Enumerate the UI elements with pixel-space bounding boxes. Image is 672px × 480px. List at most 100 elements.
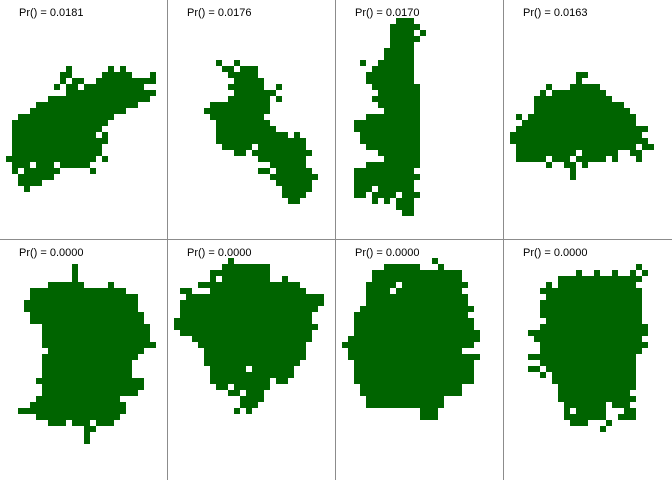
shape-cell	[234, 90, 276, 96]
shape-cell	[546, 84, 552, 90]
shape-cell	[354, 186, 372, 192]
shape-cell	[384, 48, 414, 54]
shape-cell	[528, 114, 636, 120]
shape-cell	[612, 402, 630, 408]
shape-cell	[576, 72, 588, 78]
shape-cell	[564, 402, 606, 408]
shape-cell	[360, 132, 420, 138]
pixel-shape	[510, 72, 654, 180]
shape-cell	[12, 168, 18, 174]
shape-cell	[204, 108, 270, 114]
shape-cell	[48, 420, 66, 426]
shape-cell	[366, 300, 468, 306]
shape-cell	[342, 342, 474, 348]
panel-3: Pr() = 0.0170	[336, 0, 504, 240]
panel-5: Pr() = 0.0000	[0, 240, 168, 480]
shape-cell	[210, 366, 246, 372]
shape-cell	[354, 126, 420, 132]
shape-cell	[390, 42, 414, 48]
shape-cell	[528, 366, 540, 372]
shape-cell	[624, 408, 636, 414]
shape-cell	[372, 192, 396, 198]
shape-cell	[366, 294, 468, 300]
shape-cell	[222, 264, 270, 270]
shape-cell	[384, 264, 420, 270]
shape-cell	[222, 276, 270, 282]
shape-cell	[390, 24, 420, 30]
shape-cell	[282, 186, 312, 192]
shape-cell	[18, 180, 42, 186]
shape-cell	[420, 414, 438, 420]
shape-cell	[432, 258, 438, 264]
shape-cell	[360, 306, 474, 312]
shape-cell	[516, 150, 576, 156]
shape-cell	[72, 420, 90, 426]
shape-cell	[12, 126, 102, 132]
shape-cell	[252, 150, 312, 156]
shape-cell	[354, 312, 468, 318]
shape-cell	[66, 84, 78, 90]
panel-label: Pr() = 0.0000	[523, 247, 588, 259]
shape-cell	[354, 360, 474, 366]
panel-8: Pr() = 0.0000	[504, 240, 672, 480]
shape-cell	[276, 96, 282, 102]
shape-cell	[378, 102, 420, 108]
shape-cell	[42, 372, 132, 378]
shape-cell	[24, 300, 138, 306]
shape-cell	[612, 156, 618, 162]
shape-cell	[228, 96, 270, 102]
shape-cell	[534, 96, 612, 102]
shape-cell	[390, 30, 414, 36]
shape-cell	[210, 372, 294, 378]
shape-cell	[282, 192, 306, 198]
shape-cell	[564, 408, 570, 414]
shape-cell	[240, 66, 258, 72]
panel-1: Pr() = 0.0181	[0, 0, 168, 240]
shape-cell	[558, 384, 636, 390]
shape-cell	[540, 312, 642, 318]
shape-cell	[534, 102, 624, 108]
shape-cell	[546, 282, 552, 288]
shape-cell	[384, 198, 390, 204]
shape-cell	[372, 96, 420, 102]
shape-cell	[234, 384, 270, 390]
shape-cell	[372, 198, 378, 204]
shape-cell	[372, 276, 462, 282]
shape-cell	[210, 270, 270, 276]
shape-cell	[30, 294, 138, 300]
shape-cell	[30, 402, 126, 408]
shape-cell	[180, 312, 312, 318]
shape-cell	[30, 288, 126, 294]
shape-cell	[42, 384, 144, 390]
shape-cell	[558, 282, 636, 288]
shape-cell	[348, 348, 462, 354]
shape-cell	[540, 342, 648, 348]
shape-cell	[192, 336, 312, 342]
shape-cell	[558, 276, 642, 282]
shape-cell	[36, 162, 54, 168]
shape-cell	[366, 402, 444, 408]
shape-cell	[528, 354, 636, 360]
shape-cell	[36, 396, 120, 402]
shape-cell	[234, 78, 264, 84]
shape-cell	[516, 126, 648, 132]
shape-cell	[540, 360, 636, 366]
shape-cell	[258, 168, 270, 174]
shape-cell	[558, 396, 636, 402]
shape-cell	[546, 318, 642, 324]
shape-cell	[204, 354, 306, 360]
shape-cell	[540, 90, 546, 96]
shape-cell	[540, 348, 642, 354]
shape-cell	[270, 162, 306, 168]
shape-cell	[12, 144, 102, 150]
shape-cell	[210, 288, 306, 294]
shape-cell	[174, 324, 318, 330]
shape-cell	[210, 378, 270, 384]
shape-cell	[180, 306, 318, 312]
shape-cell	[228, 72, 258, 78]
shape-cell	[294, 132, 300, 138]
shape-cell	[510, 138, 648, 144]
shape-cell	[570, 174, 576, 180]
shape-cell	[402, 210, 414, 216]
shape-cell	[552, 90, 606, 96]
